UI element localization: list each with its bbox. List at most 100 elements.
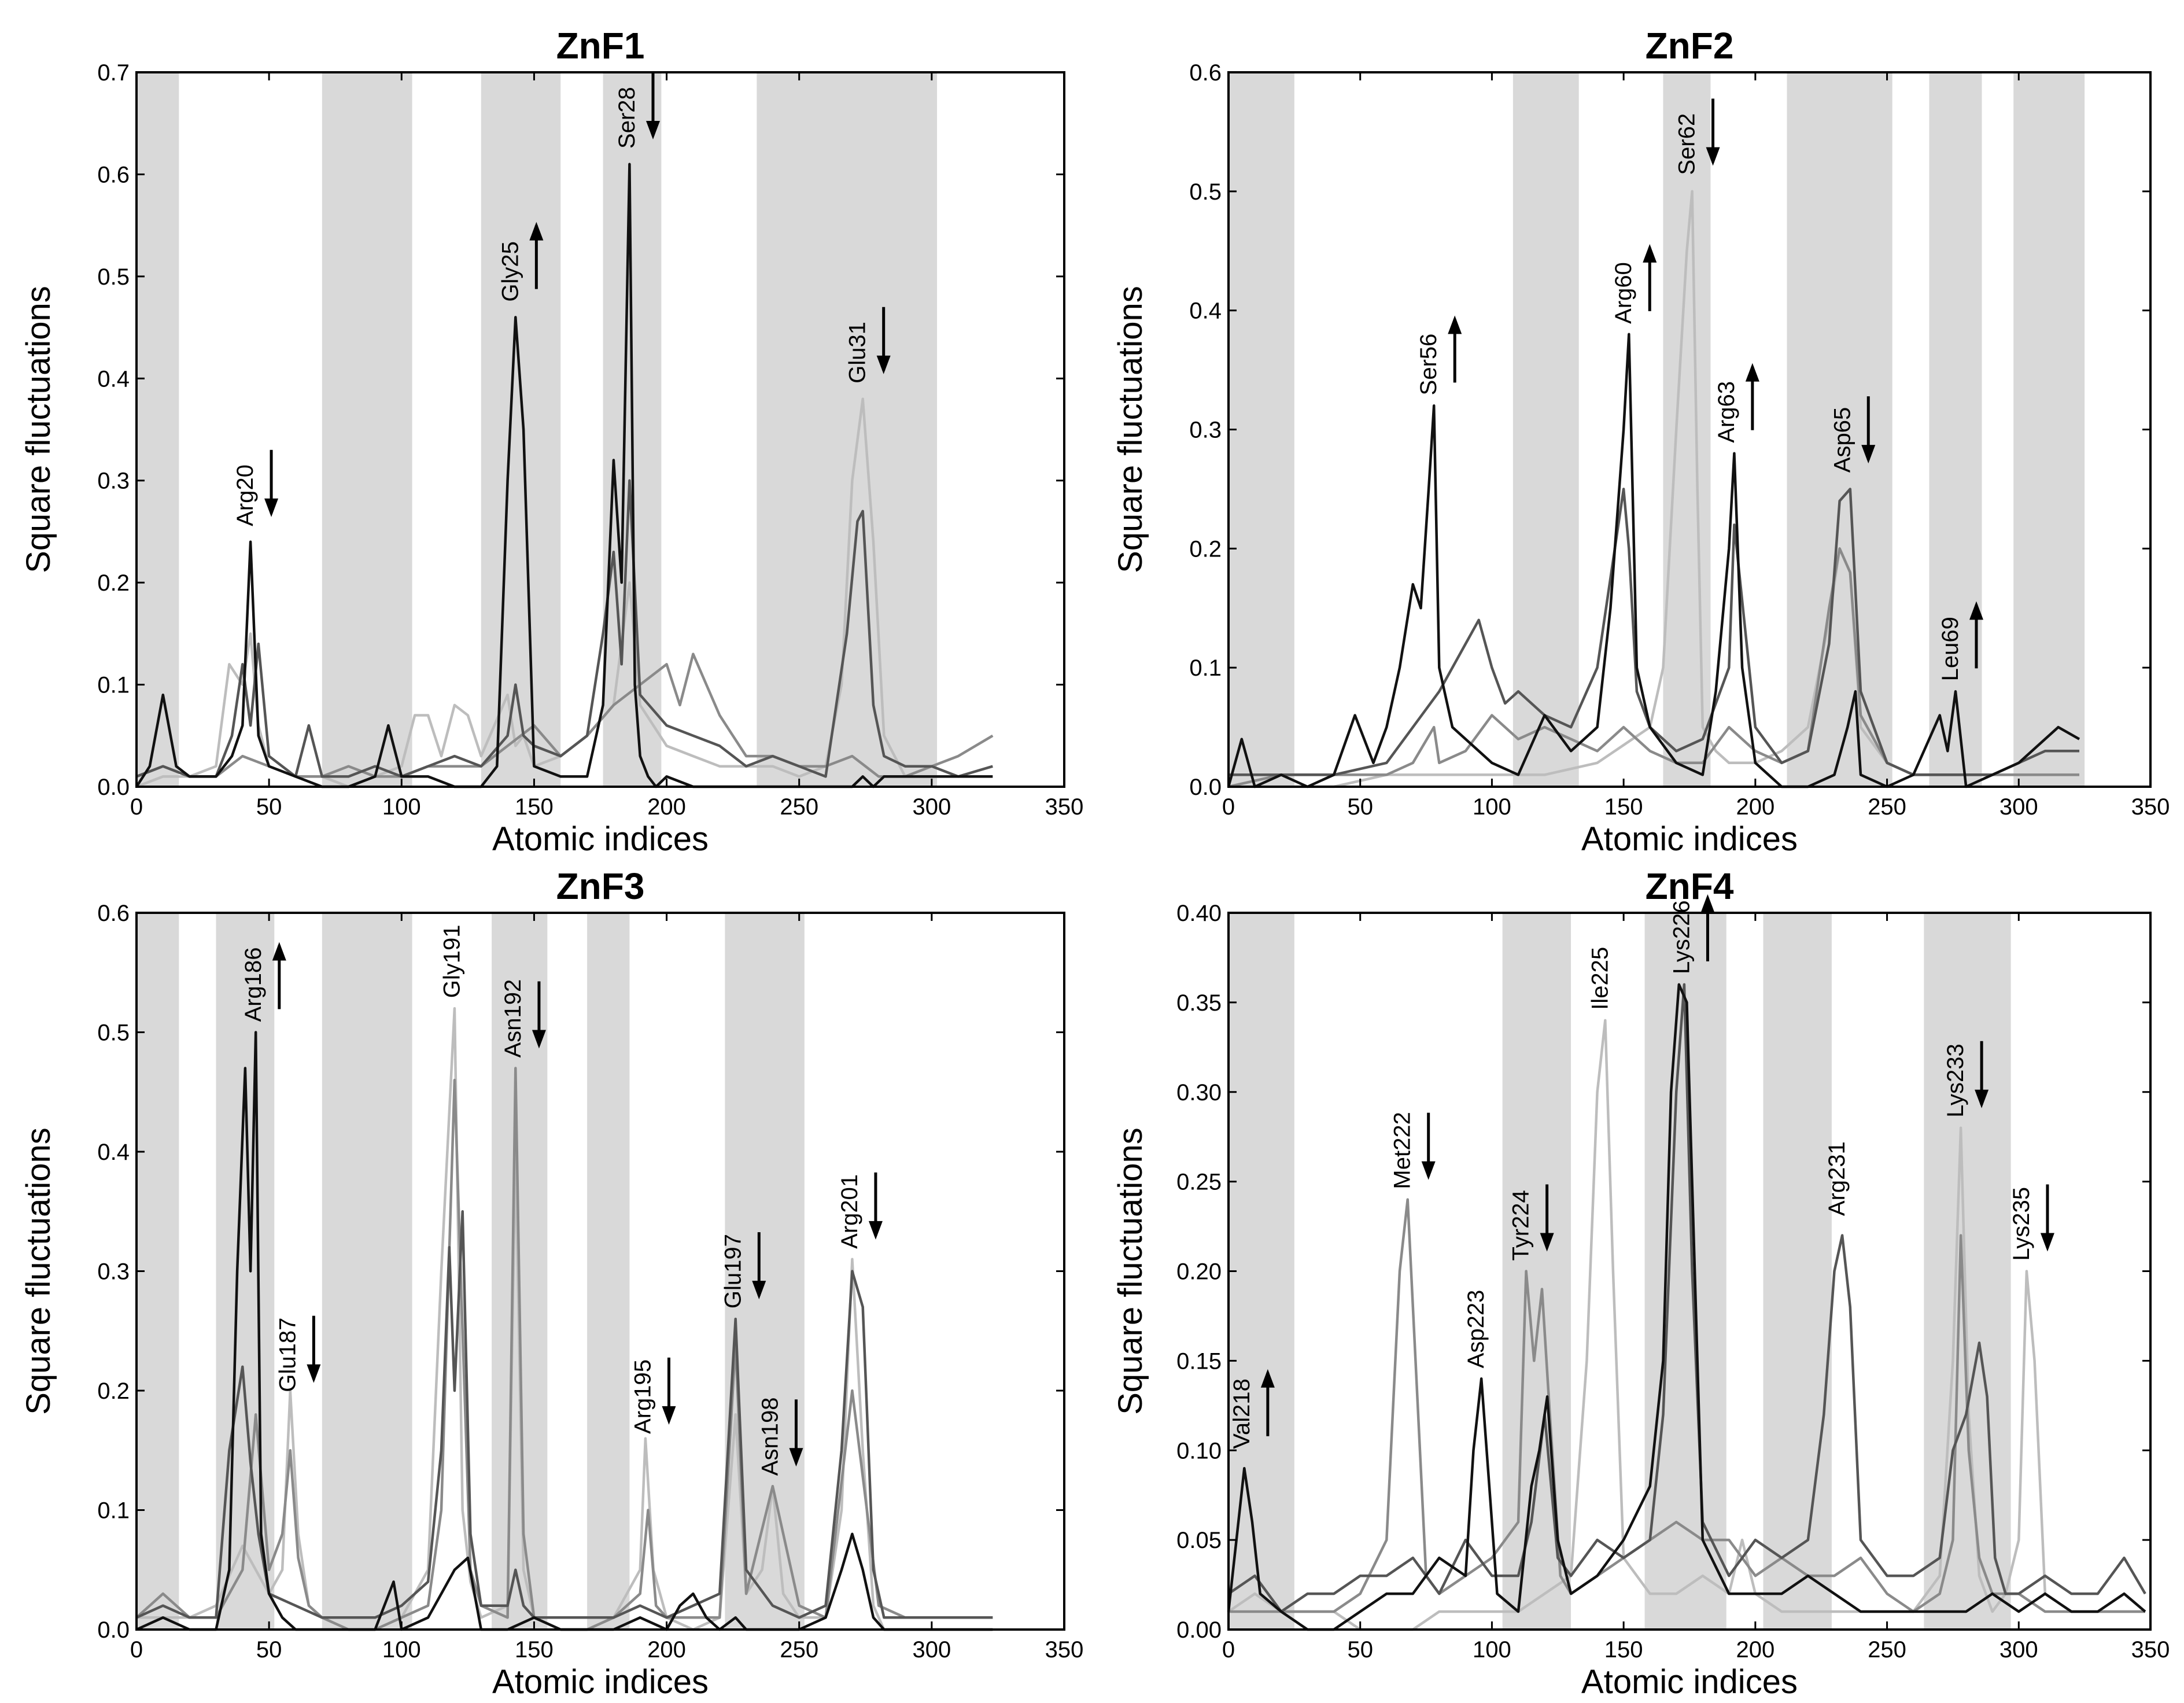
series-line-1 bbox=[1227, 983, 2146, 1631]
y-tick-label: 0.4 bbox=[1189, 298, 1222, 324]
panel-znf3: 0 50 100 150 200 250 300 350 0.0 0.1 0.2 0.3 0.4 0.5 0… bbox=[20, 865, 1083, 1701]
arrow-up-icon bbox=[1745, 363, 1759, 382]
residue-label: Arg186 bbox=[241, 948, 266, 1022]
y-tick-label: 0.30 bbox=[1176, 1080, 1222, 1105]
shaded-region-5 bbox=[1929, 72, 1982, 787]
residue-label: Lys233 bbox=[1943, 1044, 1968, 1118]
x-tick-label: 0 bbox=[130, 1637, 143, 1663]
x-tick-label: 0 bbox=[130, 794, 143, 820]
series-line-1 bbox=[136, 1031, 993, 1631]
y-tick-label: 0.35 bbox=[1176, 990, 1222, 1016]
shaded-regions bbox=[1228, 72, 2085, 787]
residue-label: Ile225 bbox=[1587, 947, 1613, 1010]
x-tick-label: 150 bbox=[1604, 1637, 1643, 1663]
residue-label: Glu197 bbox=[720, 1234, 746, 1308]
residue-label: Gly191 bbox=[440, 924, 465, 998]
x-axis-label: Atomic indices bbox=[1581, 1663, 1798, 1701]
arrow-down-icon bbox=[307, 1364, 321, 1383]
x-tick-label: 250 bbox=[780, 794, 818, 820]
y-tick-label: 0.1 bbox=[1189, 655, 1222, 681]
axis-ticks: 0 50 100 150 200 250 300 350 0.0 0.1 0.2 0.3 0.4 0.5 0… bbox=[1189, 60, 2170, 820]
y-axis-label: Square fluctuations bbox=[1112, 286, 1149, 573]
arrow-down-icon bbox=[868, 1221, 883, 1240]
series-line-1 bbox=[1227, 333, 2080, 788]
series-line-2 bbox=[136, 479, 993, 778]
y-tick-label: 0.4 bbox=[97, 1140, 130, 1165]
y-tick-label: 0.1 bbox=[97, 1498, 130, 1524]
x-tick-label: 150 bbox=[1604, 794, 1643, 820]
x-tick-label: 200 bbox=[1736, 1637, 1774, 1663]
residue-annotations: Arg20 Gly25 Ser28 Glu31 bbox=[233, 72, 891, 526]
x-tick-label: 300 bbox=[1999, 794, 2038, 820]
axis-ticks: 0 50 100 150 200 250 300 350 0.0 0.1 0.2 0.3 0.4 0.5 0… bbox=[97, 901, 1083, 1663]
y-tick-label: 0.0 bbox=[97, 775, 130, 800]
series-line-3 bbox=[135, 1067, 993, 1631]
arrow-down-icon bbox=[645, 120, 660, 139]
residue-label: Glu187 bbox=[275, 1318, 300, 1392]
x-tick-label: 300 bbox=[1999, 1637, 2038, 1663]
y-tick-label: 0.3 bbox=[1189, 418, 1222, 443]
y-tick-label: 0.2 bbox=[97, 1378, 130, 1404]
y-tick-label: 0.4 bbox=[97, 366, 130, 392]
arrow-down-icon bbox=[876, 355, 891, 374]
series-lines bbox=[1227, 190, 2080, 788]
x-tick-label: 250 bbox=[1868, 1637, 1906, 1663]
panel-znf4: 0 50 100 150 200 250 300 350 0.00 0.05 0.10 0.15 0.2… bbox=[1112, 865, 2170, 1701]
x-tick-label: 50 bbox=[1347, 1637, 1373, 1663]
residue-annotations: Arg186 Glu187 Gly191 Asn192 Arg195 Glu197 Asn1… bbox=[241, 924, 883, 1476]
arrow-down-icon bbox=[662, 1406, 676, 1425]
arrow-down-icon bbox=[1861, 445, 1876, 464]
plot-frame bbox=[135, 71, 1065, 788]
y-axis-label: Square fluctuations bbox=[20, 1127, 57, 1415]
y-tick-label: 0.6 bbox=[97, 162, 130, 187]
y-tick-label: 0.7 bbox=[97, 60, 130, 86]
y-tick-label: 0.10 bbox=[1176, 1438, 1222, 1464]
x-tick-label: 100 bbox=[382, 1637, 421, 1663]
x-tick-label: 200 bbox=[647, 794, 686, 820]
shaded-region-3 bbox=[1663, 72, 1711, 787]
y-tick-label: 0.0 bbox=[1189, 775, 1222, 800]
y-tick-label: 0.6 bbox=[97, 901, 130, 926]
chart-title: ZnF2 bbox=[1646, 25, 1734, 67]
residue-label: Met222 bbox=[1390, 1112, 1415, 1189]
residue-label: Arg63 bbox=[1714, 381, 1739, 443]
residue-label: Lys235 bbox=[2009, 1187, 2034, 1261]
arrow-up-icon bbox=[1700, 894, 1715, 913]
shaded-region-5 bbox=[587, 913, 630, 1630]
x-tick-label: 50 bbox=[256, 1637, 282, 1663]
arrow-down-icon bbox=[1706, 147, 1720, 166]
shaded-region-2 bbox=[1502, 913, 1571, 1630]
arrow-up-icon bbox=[272, 942, 286, 961]
residue-label: Gly25 bbox=[497, 241, 523, 302]
panel-znf1: 0 50 100 150 200 250 300 350 0.0 0.1 0.2 0.3 0.4 0.5 0… bbox=[20, 25, 1083, 858]
x-tick-label: 50 bbox=[256, 794, 282, 820]
chart-title: ZnF3 bbox=[556, 865, 645, 907]
y-tick-label: 0.5 bbox=[1189, 179, 1222, 205]
residue-label: Tyr224 bbox=[1508, 1190, 1534, 1260]
residue-label: Glu31 bbox=[845, 322, 870, 384]
shaded-region-3 bbox=[481, 72, 561, 787]
shaded-region-2 bbox=[322, 72, 412, 787]
residue-label: Ser62 bbox=[1674, 113, 1700, 175]
series-lines bbox=[1227, 983, 2146, 1631]
x-tick-label: 100 bbox=[382, 794, 421, 820]
shaded-regions bbox=[1228, 913, 2011, 1630]
y-tick-label: 0.3 bbox=[97, 1259, 130, 1285]
arrow-down-icon bbox=[752, 1281, 766, 1300]
y-tick-label: 0.20 bbox=[1176, 1259, 1222, 1285]
x-tick-label: 200 bbox=[647, 1637, 686, 1663]
arrow-up-icon bbox=[1448, 315, 1462, 334]
y-tick-label: 0.05 bbox=[1176, 1528, 1222, 1553]
shaded-region-5 bbox=[757, 72, 938, 787]
y-tick-label: 0.40 bbox=[1176, 901, 1222, 926]
residue-label: Leu69 bbox=[1938, 617, 1963, 681]
arrow-down-icon bbox=[1975, 1089, 1989, 1108]
shaded-region-1 bbox=[1228, 72, 1294, 787]
y-tick-label: 0.6 bbox=[1189, 60, 1222, 86]
x-tick-label: 200 bbox=[1736, 794, 1774, 820]
y-axis-label: Square fluctuations bbox=[1112, 1127, 1149, 1415]
chart-title: ZnF4 bbox=[1646, 865, 1734, 907]
shaded-region-2 bbox=[1512, 72, 1579, 787]
residue-label: Asp65 bbox=[1829, 407, 1855, 473]
